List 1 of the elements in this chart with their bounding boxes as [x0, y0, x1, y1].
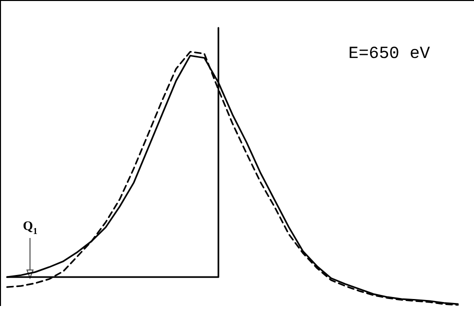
annotation: E=650 eV — [348, 45, 431, 64]
